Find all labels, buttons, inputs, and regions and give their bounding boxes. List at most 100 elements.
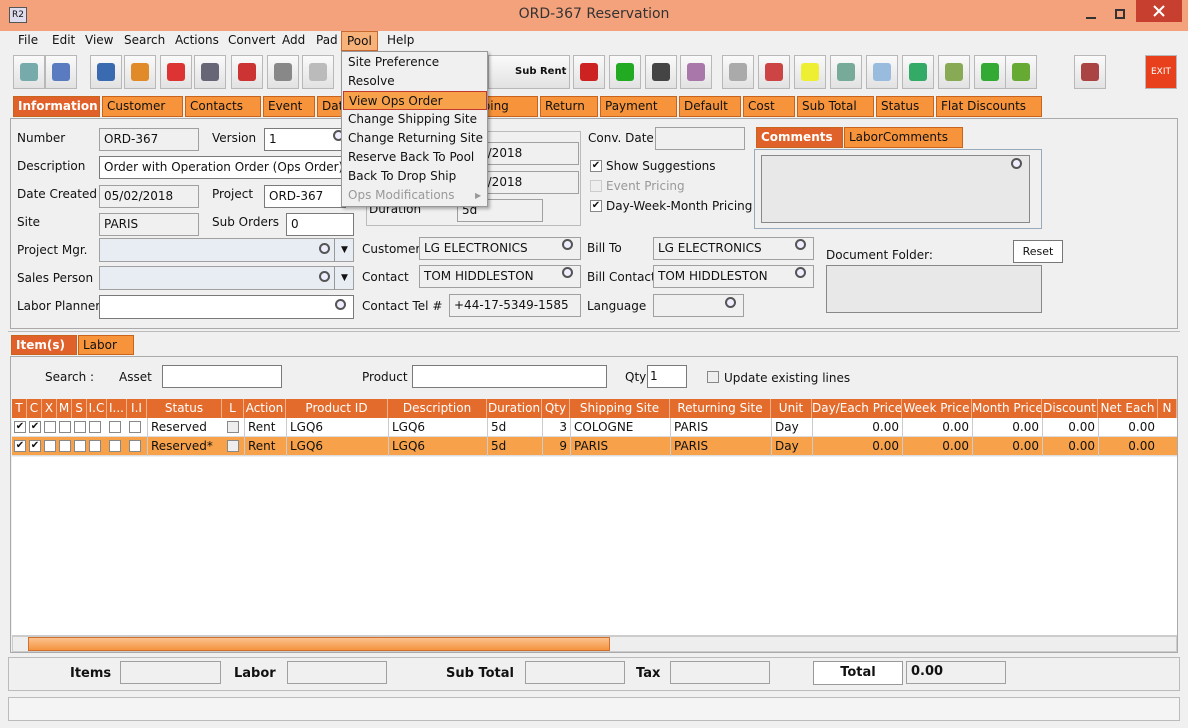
tab[interactable]: Return (540, 96, 598, 117)
menu-item[interactable]: Change Returning Site (348, 131, 483, 145)
toolbar-button[interactable] (938, 55, 970, 89)
sales-person-combo[interactable] (99, 266, 354, 290)
search-icon[interactable] (562, 267, 573, 278)
toolbar-button[interactable] (830, 55, 862, 89)
toolbar-button[interactable] (680, 55, 712, 89)
menu-item[interactable]: Actions (175, 33, 219, 47)
tab[interactable]: Labor (78, 335, 134, 355)
toolbar-button[interactable] (722, 55, 754, 89)
menu-item[interactable]: Change Shipping Site (348, 112, 477, 126)
tab[interactable]: Default (679, 96, 741, 117)
menu-item[interactable]: Back To Drop Ship (348, 169, 457, 183)
project-field[interactable]: ORD-367 (264, 185, 346, 208)
toolbar-button[interactable] (267, 55, 299, 89)
toolbar-button[interactable] (160, 55, 192, 89)
tab[interactable]: Status (876, 96, 934, 117)
menu-item[interactable]: Reserve Back To Pool (348, 150, 475, 164)
dropdown-arrow[interactable]: ▼ (334, 238, 354, 262)
toolbar-button[interactable] (45, 55, 77, 89)
contact-field[interactable]: TOM HIDDLESTON (419, 265, 581, 288)
tab[interactable]: Item(s) (11, 335, 77, 355)
close-button[interactable] (1136, 0, 1182, 22)
product-field[interactable] (412, 365, 607, 388)
toolbar-button[interactable] (124, 55, 156, 89)
menu-item[interactable]: File (18, 33, 39, 47)
search-icon[interactable] (795, 267, 806, 278)
date-created-field[interactable]: 05/02/2018 (99, 185, 199, 208)
maximize-button[interactable] (1107, 5, 1133, 25)
toolbar-button[interactable] (90, 55, 122, 89)
search-icon[interactable] (725, 297, 736, 308)
tab[interactable]: Flat Discounts (936, 96, 1042, 117)
toolbar-button[interactable] (609, 55, 641, 89)
tab[interactable]: Cost (743, 96, 795, 117)
toolbar-button[interactable] (302, 55, 334, 89)
search-icon[interactable] (319, 271, 330, 282)
contact-tel-field[interactable]: +44-17-5349-1585 (449, 294, 581, 317)
total-button[interactable]: Total (813, 661, 903, 685)
site-field[interactable]: PARIS (99, 213, 199, 236)
menu-item[interactable]: Edit (52, 33, 76, 47)
checkbox[interactable]: ✔ (590, 160, 602, 172)
menu-item[interactable]: View (85, 33, 114, 47)
toolbar-button[interactable] (13, 55, 45, 89)
toolbar-button[interactable] (231, 55, 263, 89)
menu-item[interactable]: Search (124, 33, 166, 47)
menu-item[interactable]: Pool (341, 31, 378, 51)
document-folder-box[interactable] (826, 265, 1042, 313)
asset-field[interactable] (162, 365, 282, 388)
search-icon[interactable] (562, 239, 573, 250)
sub-rent-button[interactable]: Sub Rent (488, 55, 570, 89)
labor-planner-field[interactable] (99, 295, 354, 319)
toolbar-button[interactable] (194, 55, 226, 89)
toolbar-button[interactable] (974, 55, 1006, 89)
toolbar-button[interactable] (902, 55, 934, 89)
toolbar-button[interactable] (573, 55, 605, 89)
comments-box[interactable] (761, 155, 1030, 223)
search-icon[interactable] (335, 299, 346, 310)
toolbar-button[interactable] (1074, 55, 1106, 89)
menu-item[interactable]: Pad (316, 33, 338, 47)
menu-item[interactable]: Resolve (348, 74, 395, 88)
number-field[interactable]: ORD-367 (99, 128, 199, 151)
project-mgr-combo[interactable] (99, 238, 354, 262)
description-field[interactable]: Order with Operation Order (Ops Order) (99, 156, 349, 179)
toolbar-button[interactable] (794, 55, 826, 89)
bill-to-field[interactable]: LG ELECTRONICS (653, 237, 814, 260)
tab[interactable]: Information (13, 96, 100, 117)
icon (801, 63, 819, 81)
menu-item[interactable]: View Ops Order (343, 91, 487, 110)
checkbox[interactable] (707, 371, 719, 383)
tab[interactable]: Customer (102, 96, 183, 117)
search-icon[interactable] (319, 243, 330, 254)
checkbox[interactable]: ✔ (590, 200, 602, 212)
customer-field[interactable]: LG ELECTRONICS (419, 237, 581, 260)
toolbar-button[interactable] (866, 55, 898, 89)
label: Items (70, 666, 112, 681)
search-icon[interactable] (795, 239, 806, 250)
dropdown-arrow[interactable]: ▼ (334, 266, 354, 290)
reset-button[interactable]: Reset (1013, 240, 1063, 263)
bill-contact-field[interactable]: TOM HIDDLESTON (653, 265, 814, 288)
tab[interactable]: Comments (756, 127, 843, 148)
toolbar-button[interactable] (645, 55, 677, 89)
qty-field[interactable]: 1 (647, 365, 687, 388)
menu-item[interactable]: Site Preference (348, 55, 440, 69)
search-icon[interactable] (1011, 158, 1022, 169)
tab[interactable]: Contacts (185, 96, 261, 117)
minimize-button[interactable] (1078, 5, 1104, 25)
toolbar-button[interactable]: EXIT (1145, 55, 1177, 89)
tab[interactable]: LaborComments (844, 127, 963, 148)
tab[interactable]: Payment (600, 96, 677, 117)
menu-item[interactable]: Convert (228, 33, 276, 47)
toolbar-button[interactable] (758, 55, 790, 89)
conv-date-field[interactable] (655, 127, 745, 150)
language-field[interactable] (653, 294, 744, 317)
tab[interactable]: Sub Total (797, 96, 874, 117)
sub-orders-field[interactable]: 0 (286, 213, 354, 236)
tab[interactable]: Event (263, 96, 315, 117)
toolbar-button[interactable] (1005, 55, 1037, 89)
scroll-thumb[interactable] (28, 637, 610, 651)
menu-item[interactable]: Help (387, 33, 415, 47)
menu-item[interactable]: Add (282, 33, 306, 47)
